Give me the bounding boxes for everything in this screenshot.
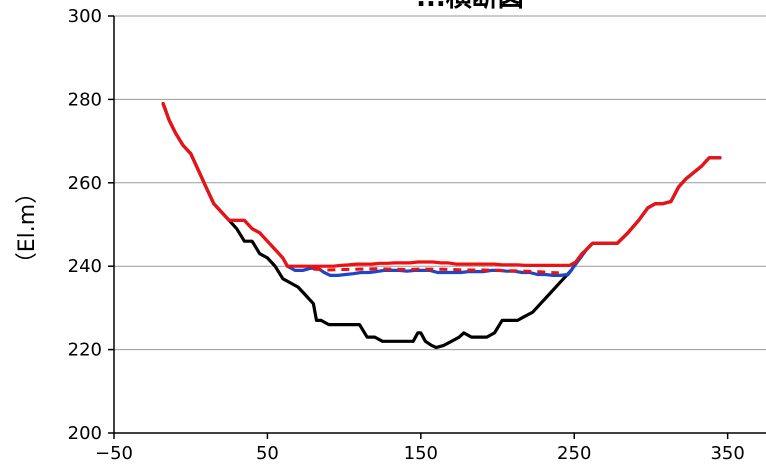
y-tick-label: 240 — [68, 256, 102, 277]
y-axis-label: （El.m） — [15, 182, 40, 274]
y-tick-label: 260 — [68, 173, 102, 194]
chart-title-partial: ...横断図 — [416, 0, 524, 13]
y-tick-label: 300 — [68, 6, 102, 27]
x-tick-label: 50 — [256, 443, 279, 464]
grid-lines — [114, 15, 766, 351]
series-line-red — [161, 102, 722, 268]
series-lines — [161, 102, 722, 350]
axes — [108, 15, 766, 439]
y-tick-label: 280 — [68, 89, 102, 110]
tick-labels: 200 220 240 260 280 300 −50 50 150 250 350 — [68, 6, 745, 464]
x-tick-label: 250 — [557, 443, 591, 464]
y-tick-label: 220 — [68, 340, 102, 361]
series-line-black — [161, 102, 722, 350]
x-tick-label: 350 — [710, 443, 744, 464]
series-line-blue — [161, 102, 722, 277]
x-tick-label: 150 — [404, 443, 438, 464]
x-tick-label: −50 — [95, 443, 133, 464]
y-tick-label: 200 — [68, 423, 102, 444]
